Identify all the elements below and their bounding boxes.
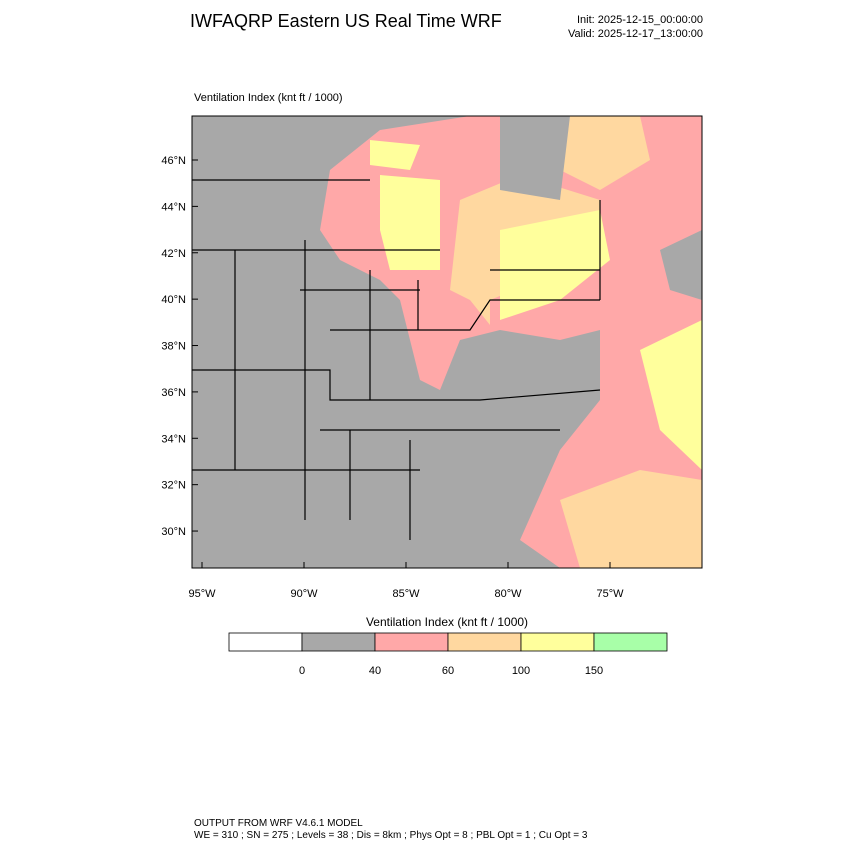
colorbar-label: 60	[442, 665, 454, 677]
lat-label: 36°N	[161, 387, 186, 399]
lon-label: 95°W	[188, 588, 216, 600]
colorbar-box	[520, 632, 595, 652]
lat-label: 32°N	[161, 480, 186, 492]
colorbar-label: 150	[585, 665, 603, 677]
lat-label: 38°N	[161, 341, 186, 353]
colorbar-box	[593, 632, 668, 652]
colorbar-label: 0	[299, 665, 305, 677]
lat-label: 34°N	[161, 433, 186, 445]
colorbar-title: Ventilation Index (knt ft / 1000)	[366, 615, 528, 629]
lat-label: 44°N	[161, 201, 186, 213]
colorbar-box	[301, 632, 376, 652]
colorbar-box	[228, 632, 303, 652]
colorbar-box	[447, 632, 522, 652]
lon-label: 85°W	[392, 588, 420, 600]
lon-label: 90°W	[290, 588, 318, 600]
map-label: Ventilation Index (knt ft / 1000)	[194, 92, 343, 104]
colorbar-label: 40	[369, 665, 381, 677]
lat-label: 46°N	[161, 155, 186, 167]
lat-label: 40°N	[161, 294, 186, 306]
colorbar-box	[374, 632, 449, 652]
lon-label: 80°W	[494, 588, 522, 600]
lat-label: 42°N	[161, 248, 186, 260]
lon-label: 75°W	[596, 588, 624, 600]
map	[192, 116, 702, 568]
valid-time: Valid: 2025-12-17_13:00:00	[568, 28, 703, 40]
footer-line: WE = 310 ; SN = 275 ; Levels = 38 ; Dis …	[194, 830, 588, 841]
footer-line: OUTPUT FROM WRF V4.6.1 MODEL	[194, 818, 363, 829]
init-time: Init: 2025-12-15_00:00:00	[577, 14, 703, 26]
title: IWFAQRP Eastern US Real Time WRF	[190, 11, 502, 31]
lat-label: 30°N	[161, 526, 186, 538]
colorbar-label: 100	[512, 665, 530, 677]
map-frame	[191, 115, 703, 569]
